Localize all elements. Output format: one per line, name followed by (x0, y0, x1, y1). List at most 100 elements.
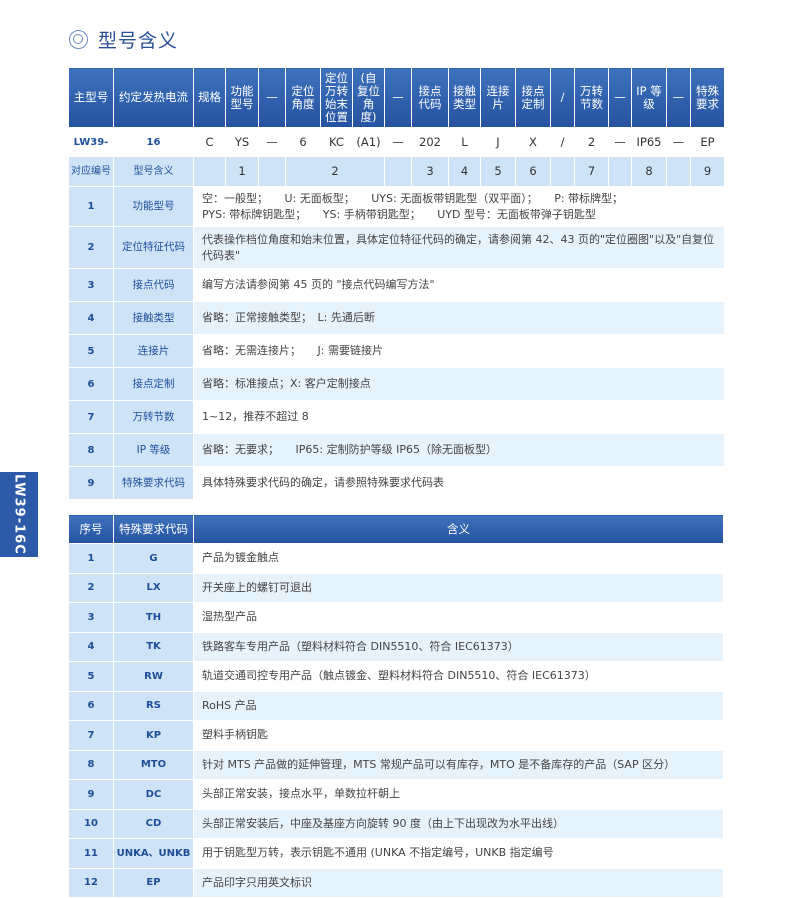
map-4: 4 (448, 156, 481, 187)
meaning-no: 3 (68, 268, 114, 302)
special-code: KP (113, 720, 194, 751)
meaning-no: 6 (68, 367, 114, 401)
special-desc: 铁路客车专用产品（塑料材料符合 DIN5510、符合 IEC61373） (193, 631, 724, 662)
meaning-desc: 省略：标准接点；X: 客户定制接点 (193, 367, 725, 401)
special-desc: 塑料手柄钥匙 (193, 720, 724, 751)
meaning-no: 8 (68, 433, 114, 467)
header-cell: (自复位角度) (352, 67, 385, 128)
special-no: 7 (68, 720, 114, 751)
meaning-row: 1 功能型号 空：一般型； U: 无面板型； UYS: 无面板带钥匙型（双平面）； … (68, 186, 725, 227)
meaning-label: 接点代码 (113, 268, 194, 302)
value-cell: IP65 (631, 127, 667, 157)
value-cell: — (258, 127, 286, 157)
special-code: TK (113, 631, 194, 662)
header-cell: 万转节数 (574, 67, 609, 128)
meaning-no: 4 (68, 301, 114, 335)
header-cell: — (384, 67, 412, 128)
meaning-label: 接触类型 (113, 301, 194, 335)
special-desc: 湿热型产品 (193, 602, 724, 633)
value-cell: C (193, 127, 226, 157)
special-desc: 针对 MTS 产品做的延伸管理，MTS 常规产品可以有库存，MTO 是不备库存的… (193, 749, 724, 780)
meaning-desc: 具体特殊要求代码的确定，请参照特殊要求代码表 (193, 466, 725, 500)
col-meaning: 含义 (193, 514, 724, 544)
value-cell: J (480, 127, 516, 157)
meaning-label: 接点定制 (113, 367, 194, 401)
value-cell: LW39- (68, 127, 114, 157)
map-1: 1 (225, 156, 259, 187)
mapping-row: 对应编号 型号含义 1 2 3 4 5 6 7 8 9 (68, 156, 725, 187)
special-row: 1 G 产品为镀金触点 (68, 543, 724, 574)
value-cell: — (666, 127, 691, 157)
value-cell: / (550, 127, 575, 157)
special-no: 8 (68, 749, 114, 780)
map-3: 3 (411, 156, 449, 187)
meaning-desc: 编写方法请参阅第 45 页的 "接点代码编写方法" (193, 268, 725, 302)
special-code: TH (113, 602, 194, 633)
page-title: 型号含义 (98, 30, 179, 52)
side-tab-model[interactable]: LW39-16C (0, 472, 38, 557)
meaning-desc: 代表操作档位角度和始末位置，具体定位特征代码的确定，请参阅第 42、43 页的"… (193, 226, 725, 269)
special-desc: 产品为镀金触点 (193, 543, 724, 574)
meaning-desc: 省略：无要求； IP65: 定制防护等级 IP65（除无面板型） (193, 433, 725, 467)
header-cell: 定位万转始末位置 (320, 67, 353, 128)
header-cell: — (666, 67, 691, 128)
special-row: 12 EP 产品印字只用英文标识 (68, 867, 724, 898)
map-6: 6 (515, 156, 551, 187)
header-cell: 接点定制 (515, 67, 551, 128)
meaning-label: 特殊要求代码 (113, 466, 194, 500)
mapping-name: 型号含义 (113, 156, 194, 187)
special-row: 10 CD 头部正常安装后，中座及基座方向旋转 90 度（由上下出现改为水平出线） (68, 808, 724, 839)
special-row: 4 TK 铁路客车专用产品（塑料材料符合 DIN5510、符合 IEC61373） (68, 631, 724, 662)
header-cell: 接触类型 (448, 67, 481, 128)
map-9: 9 (690, 156, 725, 187)
header-cell: 连接片 (480, 67, 516, 128)
special-code: UNKA、UNKB (113, 838, 194, 869)
value-cell: 2 (574, 127, 609, 157)
special-code: LX (113, 572, 194, 603)
meaning-row: 3 接点代码 编写方法请参阅第 45 页的 "接点代码编写方法" (68, 268, 725, 302)
special-no: 11 (68, 838, 114, 869)
meaning-label: 万转节数 (113, 400, 194, 434)
meaning-desc: 空：一般型； U: 无面板型； UYS: 无面板带钥匙型（双平面）； P: 带标… (193, 186, 725, 227)
meaning-row: 5 连接片 省略：无需连接片； J: 需要链接片 (68, 334, 725, 368)
value-row: LW39- 16 C YS —6 KC (A1) —202 L J X/2— IP65— EP (68, 127, 725, 157)
meaning-row: 8 IP 等级 省略：无要求； IP65: 定制防护等级 IP65（除无面板型） (68, 433, 725, 467)
value-cell: 202 (411, 127, 449, 157)
special-row: 6 RS RoHS 产品 (68, 690, 724, 721)
header-cell: 接点代码 (411, 67, 449, 128)
special-no: 1 (68, 543, 114, 574)
special-desc: 产品印字只用英文标识 (193, 867, 724, 898)
meaning-desc: 省略：正常接触类型； L: 先通后断 (193, 301, 725, 335)
special-no: 6 (68, 690, 114, 721)
value-cell: EP (690, 127, 725, 157)
special-row: 11 UNKA、UNKB 用于钥匙型万转，表示钥匙不通用 (UNKA 不指定编号，U… (68, 838, 724, 869)
header-cell: IP 等级 (631, 67, 667, 128)
special-row: 5 RW 轨道交通司控专用产品（触点镀金、塑料材料符合 DIN5510、符合 IEC… (68, 661, 724, 692)
value-cell: 6 (285, 127, 321, 157)
special-code: RW (113, 661, 194, 692)
value-cell: YS (225, 127, 259, 157)
double-circle-icon (69, 30, 88, 49)
meaning-row: 2 定位特征代码 代表操作档位角度和始末位置，具体定位特征代码的确定，请参阅第 42… (68, 226, 725, 269)
header-cell: — (258, 67, 286, 128)
special-desc: 开关座上的螺钉可退出 (193, 572, 724, 603)
meaning-row: 4 接触类型 省略：正常接触类型； L: 先通后断 (68, 301, 725, 335)
header-cell: 功能型号 (225, 67, 259, 128)
special-no: 12 (68, 867, 114, 898)
meaning-label: 连接片 (113, 334, 194, 368)
special-no: 2 (68, 572, 114, 603)
special-no: 10 (68, 808, 114, 839)
special-desc: 头部正常安装，接点水平，单数拉杆朝上 (193, 779, 724, 810)
col-no: 序号 (68, 514, 114, 544)
value-cell: X (515, 127, 551, 157)
special-code: EP (113, 867, 194, 898)
special-code: CD (113, 808, 194, 839)
meaning-no: 2 (68, 226, 114, 269)
value-cell: 16 (113, 127, 194, 157)
col-code: 特殊要求代码 (113, 514, 194, 544)
header-cell: 定位角度 (285, 67, 321, 128)
special-row: 8 MTO 针对 MTS 产品做的延伸管理，MTS 常规产品可以有库存，MTO 是不… (68, 749, 724, 780)
special-requirements-table: 序号 特殊要求代码 含义 1 G 产品为镀金触点 2 LX 开关座上的螺钉可退出 3 TH 湿热… (68, 514, 724, 898)
special-row: 7 KP 塑料手柄钥匙 (68, 720, 724, 751)
header-cell: 规格 (193, 67, 226, 128)
